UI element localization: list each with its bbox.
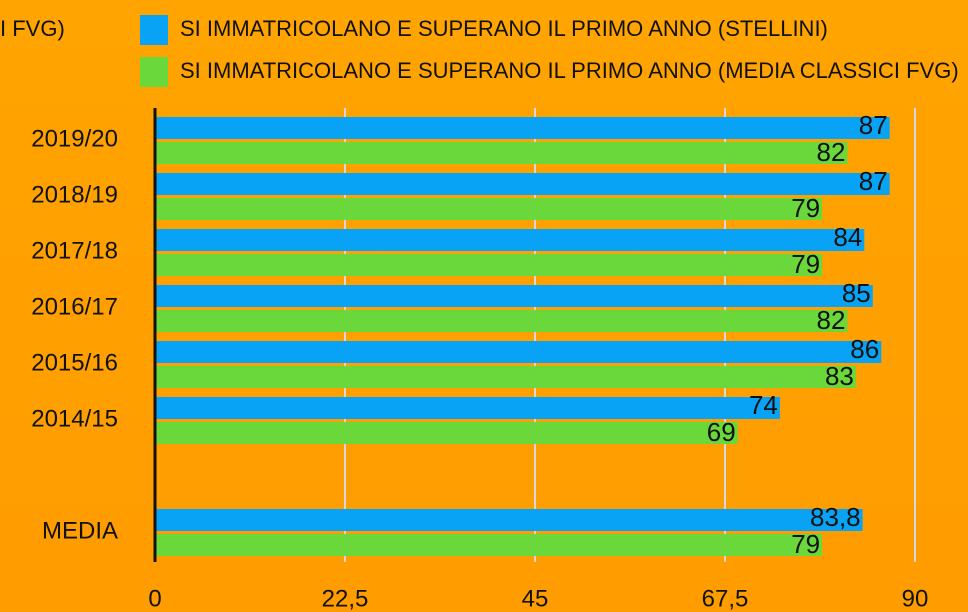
value-label: 79 — [791, 193, 820, 223]
bar — [155, 117, 890, 139]
legend-label: SI IMMATRICOLANO E SUPERANO IL PRIMO ANN… — [180, 58, 959, 83]
bar — [155, 366, 856, 388]
bar — [155, 341, 882, 363]
bar — [155, 310, 848, 332]
legend-label: SI IMMATRICOLANO E SUPERANO IL PRIMO ANN… — [180, 16, 828, 41]
legend-swatch — [140, 15, 168, 45]
y-tick-label: 2017/18 — [31, 237, 118, 264]
bar — [155, 254, 823, 276]
y-tick-label: 2018/19 — [31, 181, 118, 208]
y-tick-label: 2014/15 — [31, 405, 118, 432]
value-label: 84 — [833, 222, 862, 252]
value-label: 87 — [859, 166, 888, 196]
x-tick-label: 0 — [148, 585, 161, 612]
bar — [155, 285, 873, 307]
y-tick-label: 2016/17 — [31, 293, 118, 320]
y-tick-label: 2019/20 — [31, 125, 118, 152]
bar — [155, 198, 823, 220]
cropped-text: I FVG) — [0, 16, 65, 41]
value-label: 83 — [825, 361, 854, 391]
value-label: 82 — [817, 305, 846, 335]
value-label: 79 — [791, 529, 820, 559]
legend-swatch — [140, 57, 168, 87]
value-label: 86 — [850, 334, 879, 364]
bar — [155, 142, 848, 164]
x-tick-label: 67,5 — [702, 585, 749, 612]
bar — [155, 422, 738, 444]
value-label: 82 — [817, 137, 846, 167]
x-tick-label: 90 — [902, 585, 929, 612]
value-label: 74 — [749, 390, 778, 420]
value-label: 79 — [791, 249, 820, 279]
bar — [155, 509, 863, 531]
value-label: 83,8 — [810, 502, 861, 532]
bar — [155, 397, 780, 419]
bar — [155, 534, 823, 556]
bar — [155, 229, 865, 251]
value-label: 69 — [707, 417, 736, 447]
y-tick-label: MEDIA — [42, 517, 118, 544]
value-label: 85 — [842, 278, 871, 308]
y-tick-label: 2015/16 — [31, 349, 118, 376]
x-tick-label: 45 — [522, 585, 549, 612]
x-tick-label: 22,5 — [322, 585, 369, 612]
value-label: 87 — [859, 110, 888, 140]
bar — [155, 173, 890, 195]
